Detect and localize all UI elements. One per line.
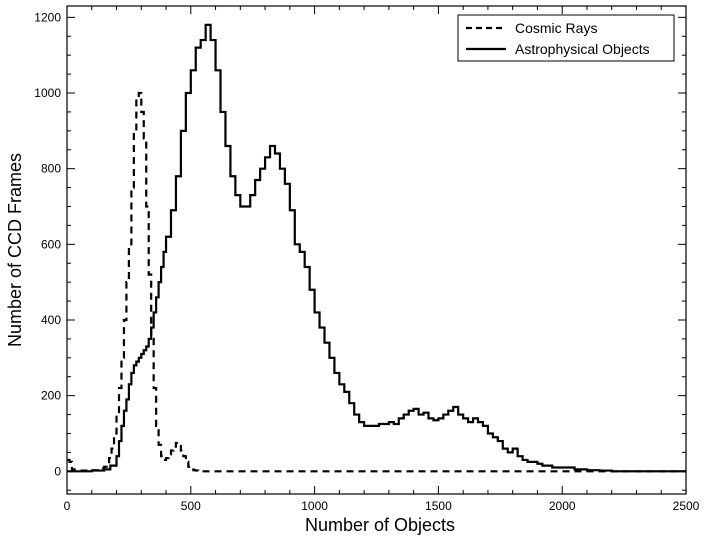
- plot-series: [67, 23, 686, 473]
- y-axis-ticks: 0 200 400 600 800 1000 1200: [34, 10, 686, 491]
- legend-label-cosmic-rays: Cosmic Rays: [515, 20, 597, 36]
- y-tick-label: 800: [41, 162, 61, 176]
- y-tick-label: 200: [41, 389, 61, 403]
- y-tick-label: 1000: [34, 86, 61, 100]
- x-tick-label: 1000: [301, 499, 328, 513]
- x-tick-label: 1500: [425, 499, 452, 513]
- legend-box: [457, 14, 675, 62]
- y-tick-label: 600: [41, 237, 61, 251]
- series-line-cosmic-rays: [67, 91, 686, 473]
- series-line-astrophysical-objects: [67, 23, 686, 473]
- x-tick-label: 500: [181, 499, 201, 513]
- y-tick-label: 1200: [34, 10, 61, 24]
- y-tick-label: 0: [54, 464, 61, 478]
- y-axis-title: Number of CCD Frames: [5, 153, 25, 347]
- x-tick-label: 0: [64, 499, 71, 513]
- plot-frame: [66, 5, 687, 495]
- x-tick-label: 2000: [549, 499, 576, 513]
- legend-label-astrophysical-objects: Astrophysical Objects: [515, 41, 650, 57]
- x-tick-label: 2500: [673, 499, 700, 513]
- x-axis-title: Number of Objects: [305, 515, 455, 535]
- legend: Cosmic Rays Astrophysical Objects: [457, 14, 675, 62]
- y-tick-label: 400: [41, 313, 61, 327]
- x-axis-ticks: 0 500 1000 1500 2000 2500: [64, 6, 700, 513]
